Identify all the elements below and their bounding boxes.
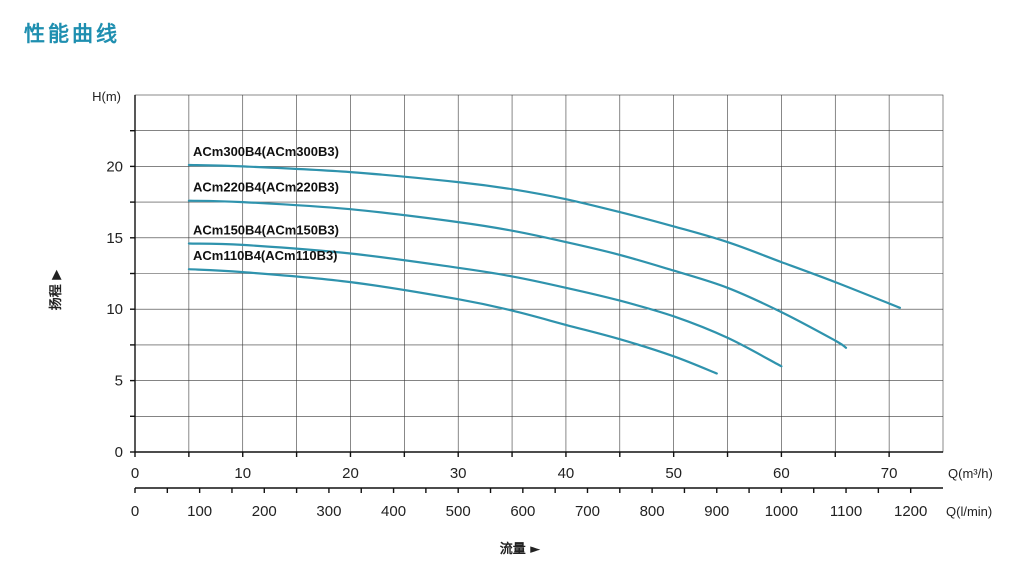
grid-layer [134,94,944,453]
series-line-3 [187,242,783,368]
label-layer: H(m) Q(m³/h) Q(l/min) 流量 ► 扬程 ▶ ACm300B4(ACm3… [48,89,993,557]
series-label-3: ACm150B4(ACm150B3) [193,223,339,238]
x-bottom-tick-label: 1000 [765,503,798,520]
x-bottom-tick-label: 900 [704,503,729,520]
y-tick-label: 20 [106,158,123,175]
x-top-tick-label: 40 [558,465,575,482]
x-top-tick-label: 50 [665,465,682,482]
series-label-2: ACm220B4(ACm220B3) [193,180,339,195]
series-line-2 [187,199,848,349]
x-top-tick-label: 30 [450,465,467,482]
x-bottom-tick-label: 300 [316,503,341,520]
curve-layer [187,163,901,375]
x-top-tick-label: 60 [773,465,790,482]
series-label-4: ACm110B4(ACm110B3) [193,248,338,263]
series-line-4 [187,268,718,375]
series-label-1: ACm300B4(ACm300B3) [193,144,339,159]
x-top-tick-label: 0 [131,465,139,482]
series-line-1 [187,163,901,309]
y-tick-label: 5 [115,373,123,390]
y-tick-label: 0 [115,444,123,461]
x-axis-unit-bottom: Q(l/min) [946,504,992,519]
x-bottom-tick-label: 400 [381,503,406,520]
y-axis-title: 扬程 ▶ [48,270,64,311]
x-bottom-tick-label: 700 [575,503,600,520]
page-title: 性能曲线 [24,22,120,46]
x-top-tick-label: 20 [342,465,359,482]
x-axis-unit-top: Q(m³/h) [948,466,993,481]
y-tick-label: 15 [106,230,123,247]
x-top-tick-label: 70 [881,465,898,482]
x-bottom-tick-label: 800 [640,503,665,520]
x-bottom-tick-label: 1200 [894,503,927,520]
x-bottom-tick-label: 200 [252,503,277,520]
y-tick-label: 10 [106,301,123,318]
x-bottom-tick-label: 600 [510,503,535,520]
x-bottom-tick-label: 500 [446,503,471,520]
x-bottom-tick-label: 0 [131,503,139,520]
x-axis-title: 流量 ► [500,541,541,557]
x-bottom-tick-label: 1100 [830,503,862,520]
x-bottom-tick-label: 100 [187,503,212,520]
x-top-tick-label: 10 [234,465,251,482]
y-axis-unit-label: H(m) [92,89,121,104]
